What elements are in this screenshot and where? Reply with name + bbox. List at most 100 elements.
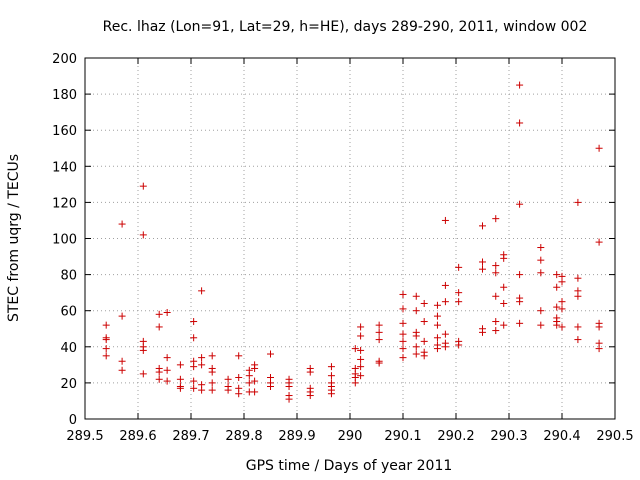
x-tick-label: 289.6 bbox=[119, 429, 156, 444]
data-point bbox=[155, 375, 163, 383]
data-point bbox=[235, 390, 243, 398]
data-point bbox=[492, 292, 500, 300]
data-point bbox=[224, 386, 232, 394]
data-point bbox=[176, 361, 184, 369]
data-point bbox=[441, 330, 449, 338]
data-point bbox=[595, 238, 603, 246]
data-point bbox=[500, 254, 508, 262]
data-point bbox=[190, 334, 198, 342]
data-point bbox=[553, 303, 561, 311]
data-point bbox=[433, 301, 441, 309]
data-point bbox=[357, 346, 365, 354]
data-point bbox=[155, 368, 163, 376]
chart-title: Rec. lhaz (Lon=91, Lat=29, h=HE), days 2… bbox=[103, 19, 588, 35]
data-point bbox=[574, 336, 582, 344]
data-point bbox=[420, 318, 428, 326]
data-point bbox=[245, 379, 253, 387]
data-point bbox=[375, 336, 383, 344]
data-point bbox=[306, 368, 314, 376]
y-tick-label: 20 bbox=[60, 377, 77, 392]
data-point bbox=[433, 334, 441, 342]
data-point bbox=[412, 292, 420, 300]
data-point bbox=[118, 357, 126, 365]
data-point bbox=[420, 337, 428, 345]
data-point bbox=[190, 363, 198, 371]
data-point bbox=[351, 379, 359, 387]
y-tick-label: 100 bbox=[52, 233, 77, 248]
data-point bbox=[399, 337, 407, 345]
x-tick-label: 289.7 bbox=[172, 429, 209, 444]
data-point bbox=[574, 198, 582, 206]
x-tick-label: 289.9 bbox=[278, 429, 315, 444]
x-tick-label: 290.2 bbox=[437, 429, 474, 444]
y-tick-label: 120 bbox=[52, 196, 77, 211]
x-tick-label: 290.5 bbox=[596, 429, 633, 444]
x-tick-label: 290.4 bbox=[543, 429, 580, 444]
data-point bbox=[553, 321, 561, 329]
data-point bbox=[455, 263, 463, 271]
data-point bbox=[139, 370, 147, 378]
y-tick-label: 200 bbox=[52, 52, 77, 67]
data-point bbox=[139, 231, 147, 239]
data-point bbox=[558, 305, 566, 313]
data-point bbox=[441, 216, 449, 224]
data-point bbox=[553, 283, 561, 291]
data-point bbox=[139, 182, 147, 190]
data-point bbox=[516, 200, 524, 208]
data-point bbox=[198, 287, 206, 295]
data-point bbox=[433, 345, 441, 353]
data-point bbox=[537, 244, 545, 252]
data-point bbox=[118, 220, 126, 228]
data-point bbox=[399, 330, 407, 338]
x-tick-label: 290 bbox=[338, 429, 363, 444]
data-point bbox=[492, 269, 500, 277]
data-point bbox=[102, 321, 110, 329]
data-point bbox=[420, 299, 428, 307]
data-point bbox=[553, 271, 561, 279]
data-point bbox=[595, 345, 603, 353]
data-point bbox=[198, 361, 206, 369]
data-point bbox=[455, 298, 463, 306]
y-tick-label: 60 bbox=[60, 305, 77, 320]
data-point bbox=[558, 278, 566, 286]
data-point bbox=[455, 341, 463, 349]
data-point bbox=[537, 256, 545, 264]
data-point bbox=[351, 345, 359, 353]
data-point bbox=[399, 305, 407, 313]
data-point bbox=[595, 323, 603, 331]
data-point bbox=[306, 392, 314, 400]
data-point bbox=[455, 289, 463, 297]
data-point bbox=[500, 299, 508, 307]
data-point bbox=[198, 386, 206, 394]
grid-lines bbox=[85, 58, 615, 419]
data-point bbox=[327, 372, 335, 380]
data-point bbox=[492, 215, 500, 223]
data-point bbox=[163, 366, 171, 374]
data-point bbox=[537, 269, 545, 277]
data-point bbox=[235, 373, 243, 381]
data-point bbox=[176, 375, 184, 383]
data-point bbox=[285, 395, 293, 403]
data-point bbox=[224, 375, 232, 383]
data-point bbox=[492, 327, 500, 335]
data-point bbox=[492, 262, 500, 270]
x-tick-label: 290.1 bbox=[384, 429, 421, 444]
data-point bbox=[245, 372, 253, 380]
data-point bbox=[399, 290, 407, 298]
data-point bbox=[441, 343, 449, 351]
data-point bbox=[208, 368, 216, 376]
x-tick-label: 290.3 bbox=[490, 429, 527, 444]
data-point bbox=[516, 119, 524, 127]
data-point bbox=[500, 321, 508, 329]
data-point bbox=[155, 310, 163, 318]
data-point bbox=[208, 352, 216, 360]
data-points bbox=[102, 81, 603, 403]
data-point bbox=[163, 377, 171, 385]
data-point bbox=[139, 346, 147, 354]
data-point bbox=[357, 332, 365, 340]
data-point bbox=[357, 372, 365, 380]
data-point bbox=[198, 354, 206, 362]
data-point bbox=[190, 377, 198, 385]
data-point bbox=[479, 222, 486, 230]
